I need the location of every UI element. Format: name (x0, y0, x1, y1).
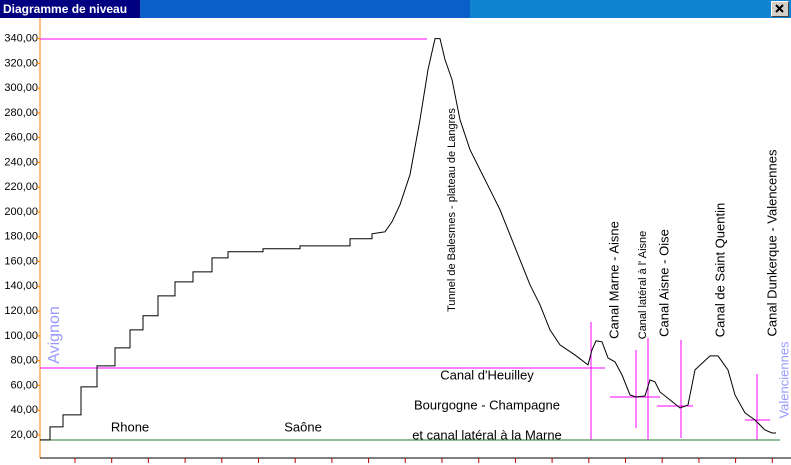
annotation: Avignon (46, 306, 63, 364)
y-tick-label: 40,00 (10, 404, 38, 416)
annotation: Canal Marne - Aisne (606, 221, 621, 339)
close-button[interactable] (771, 1, 789, 17)
window-title: Diagramme de niveau (3, 2, 128, 16)
annotation: Tunnel de Balesmes - plateau de Langres (446, 108, 458, 312)
y-tick-label: 20,00 (10, 429, 38, 441)
y-tick-label: 240,00 (4, 156, 38, 168)
annotation: Canal d'Heuilley (440, 367, 534, 382)
y-tick-label: 280,00 (4, 107, 38, 119)
y-tick-label: 260,00 (4, 132, 38, 144)
profile-line (40, 38, 776, 441)
guides (40, 38, 770, 440)
annotation: Rhone (111, 419, 149, 434)
close-icon (775, 4, 784, 13)
y-tick-label: 220,00 (4, 181, 38, 193)
y-tick-label: 160,00 (4, 255, 38, 267)
y-tick-label: 200,00 (4, 206, 38, 218)
y-tick-label: 80,00 (10, 355, 38, 367)
x-ticks (74, 458, 773, 463)
y-tick-label: 120,00 (4, 305, 38, 317)
y-tick-label: 60,00 (10, 379, 38, 391)
annotation: Valenciennes (776, 341, 791, 419)
y-tick-label: 140,00 (4, 280, 38, 292)
y-tick-label: 100,00 (4, 330, 38, 342)
annotation: Saône (284, 419, 322, 434)
title-bar: Diagramme de niveau (0, 0, 791, 18)
annotation: Canal Dunkerque - Valencennes (764, 149, 779, 336)
annotation: Canal de Saint Quentin (712, 203, 727, 337)
y-tick-label: 340,00 (4, 32, 38, 44)
annotation: Canal latéral à l' Aisne (637, 231, 649, 340)
y-tick-label: 300,00 (4, 82, 38, 94)
annotation: Bourgogne - Champagne (414, 397, 560, 412)
y-tick-label: 180,00 (4, 231, 38, 243)
annotation: et canal latéral à la Marne (412, 427, 562, 442)
annotation: Canal Aisne - Oise (656, 229, 671, 337)
y-tick-label: 320,00 (4, 57, 38, 69)
